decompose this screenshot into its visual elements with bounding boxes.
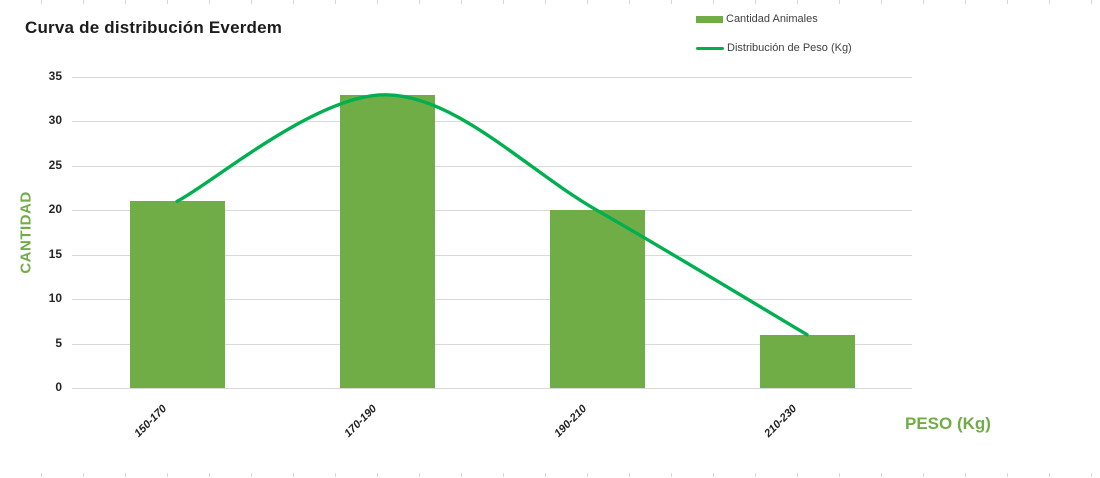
x-tick-label-190-210: 190-210	[552, 402, 590, 440]
bar-170-190[interactable]	[340, 95, 435, 388]
chart-title: Curva de distribución Everdem	[25, 18, 283, 37]
gridline	[72, 299, 912, 300]
y-tick-label: 5	[55, 335, 62, 350]
gridline	[72, 255, 912, 256]
distribution-curve-layer	[175, 93, 809, 337]
y-tick-label: 30	[48, 113, 62, 128]
y-tick-label: 15	[48, 246, 62, 261]
x-tick-label-170-190: 170-190	[342, 402, 380, 440]
bottom-ruler-ticks	[0, 473, 1100, 477]
bar-series-swatch-icon	[696, 15, 723, 23]
y-tick-label: 25	[48, 157, 62, 172]
bar-150-170[interactable]	[130, 201, 225, 388]
bar-190-210[interactable]	[550, 210, 645, 388]
gridline	[72, 77, 912, 78]
x-axis-title: PESO (Kg)	[905, 414, 991, 433]
gridline	[72, 166, 912, 167]
chart-legend: Cantidad Animales Distribución de Peso (…	[696, 12, 936, 55]
y-tick-label: 20	[48, 202, 62, 217]
y-tick-label: 10	[48, 291, 62, 306]
x-tick-label-210-230: 210-230	[762, 402, 800, 440]
y-tick-label: 35	[48, 69, 62, 83]
gridline	[72, 121, 912, 122]
legend-item-cantidad-animales[interactable]: Cantidad Animales	[696, 12, 936, 26]
y-tick-label: 0	[55, 380, 62, 394]
legend-label: Cantidad Animales	[726, 13, 818, 25]
x-tick-label-150-170: 150-170	[132, 402, 170, 440]
x-axis-line	[72, 388, 912, 389]
gridline	[72, 344, 912, 345]
y-axis-title: CANTIDAD	[17, 191, 35, 274]
gridline	[72, 210, 912, 211]
top-ruler-ticks	[0, 0, 1100, 4]
plot-area	[72, 77, 912, 389]
legend-label: Distribución de Peso (Kg)	[727, 42, 852, 54]
legend-item-distribucion-peso[interactable]: Distribución de Peso (Kg)	[696, 41, 936, 55]
distribution-curve[interactable]	[175, 93, 809, 337]
bar-210-230[interactable]	[760, 335, 855, 388]
line-series-swatch-icon	[696, 46, 724, 50]
